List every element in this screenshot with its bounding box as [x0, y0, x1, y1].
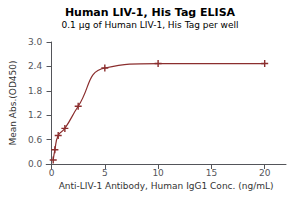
svg-text:0: 0 [49, 168, 55, 178]
svg-text:Mean Abs.(OD450): Mean Abs.(OD450) [8, 60, 18, 145]
svg-text:10: 10 [152, 168, 164, 178]
svg-text:2.4: 2.4 [28, 61, 43, 71]
svg-text:1.8: 1.8 [28, 86, 43, 96]
svg-text:3.0: 3.0 [28, 37, 43, 47]
svg-text:15: 15 [206, 168, 217, 178]
svg-text:5: 5 [102, 168, 108, 178]
svg-text:20: 20 [259, 168, 271, 178]
svg-text:0.6: 0.6 [28, 135, 43, 145]
svg-text:1.2: 1.2 [28, 110, 42, 120]
svg-text:0.0: 0.0 [28, 159, 43, 169]
svg-text:Human LIV-1, His Tag ELISA: Human LIV-1, His Tag ELISA [65, 6, 236, 19]
svg-text:Anti-LIV-1 Antibody, Human IgG: Anti-LIV-1 Antibody, Human IgG1 Conc. (n… [59, 181, 274, 191]
svg-text:0.1 μg of Human LIV-1, His Tag: 0.1 μg of Human LIV-1, His Tag per well [62, 20, 239, 30]
